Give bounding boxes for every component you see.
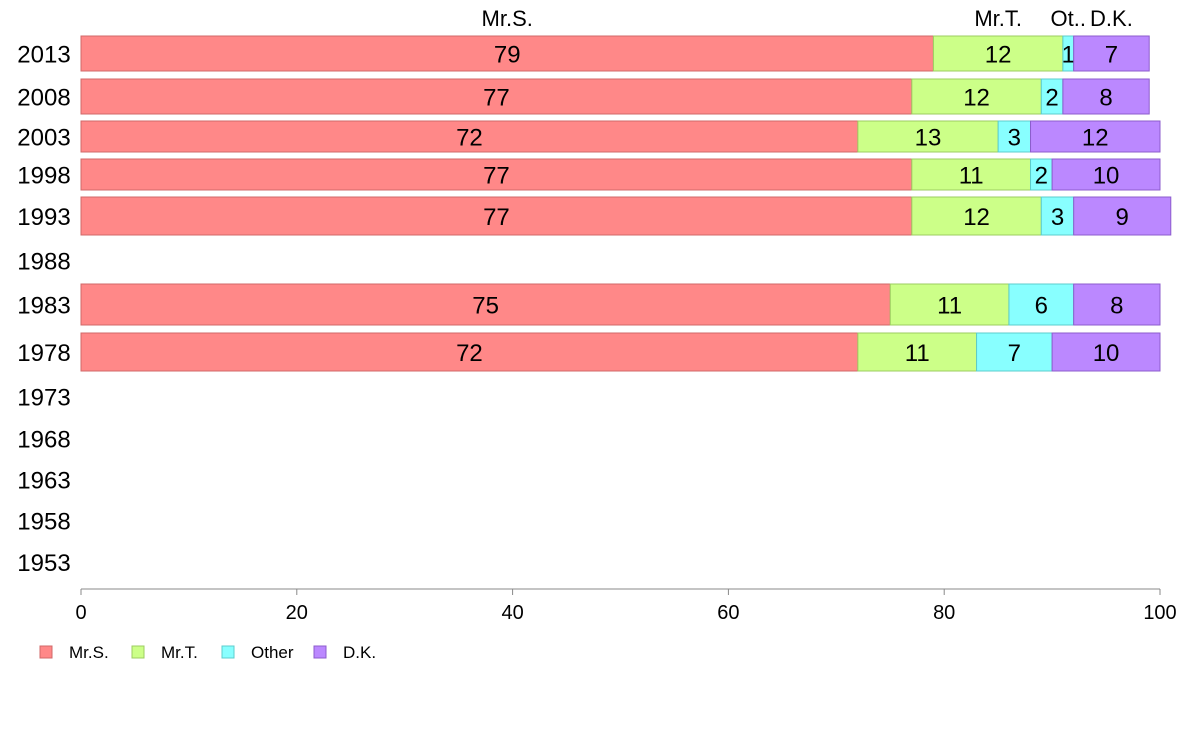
x-tick-label: 80 <box>933 602 955 624</box>
bar-value-label: 3 <box>1051 204 1064 231</box>
year-label: 1988 <box>17 249 70 276</box>
legend-swatch <box>131 645 145 659</box>
bar-value-label: 12 <box>1082 125 1109 152</box>
bar-value-label: 2 <box>1035 163 1048 190</box>
legend-label: Other <box>251 643 294 662</box>
bar-value-label: 72 <box>456 340 483 367</box>
year-label: 2003 <box>17 125 70 152</box>
bar-value-label: 8 <box>1099 85 1112 112</box>
bar-value-label: 72 <box>456 125 483 152</box>
bar-value-label: 77 <box>483 163 510 190</box>
top-segment-labels: Mr.S. Mr.T. Ot.. D.K. <box>482 6 1133 31</box>
bar-segment-mrt <box>911 78 1042 115</box>
year-label: 1983 <box>17 293 70 320</box>
bar-segment-mrs <box>80 196 913 236</box>
bar-value-label: 11 <box>937 293 962 320</box>
legend-label: Mr.S. <box>69 643 109 662</box>
bar-value-label: 12 <box>963 204 990 231</box>
bar-segment-dk <box>1073 35 1150 72</box>
year-label: 1998 <box>17 163 70 190</box>
x-tick-label: 100 <box>1143 602 1176 624</box>
legend-label: D.K. <box>343 643 376 662</box>
bar-segment-mrt <box>911 196 1042 236</box>
bar-segment-other <box>1040 196 1075 236</box>
bar-segment-dk <box>1062 78 1150 115</box>
bar-value-label: 77 <box>483 85 510 112</box>
bar-value-label: 6 <box>1035 293 1048 320</box>
bar-segment-mrs <box>80 283 891 326</box>
x-tick-label: 40 <box>501 602 523 624</box>
bar-segment-mrt <box>932 35 1064 72</box>
bar-value-label: 75 <box>472 293 499 320</box>
bar-segment-mrs <box>80 332 859 372</box>
top-label-3: D.K. <box>1090 6 1133 31</box>
bar-segment-mrt <box>857 332 978 372</box>
bar-segment-dk <box>1073 283 1161 326</box>
top-label-0: Mr.S. <box>482 6 533 31</box>
year-label: 1953 <box>17 550 70 577</box>
year-label: 1993 <box>17 204 70 231</box>
bar-value-label: 10 <box>1093 163 1120 190</box>
x-tick-label: 0 <box>75 602 86 624</box>
bar-segment-dk <box>1073 196 1172 236</box>
top-label-2: Ot.. <box>1051 6 1086 31</box>
legend-swatch <box>221 645 235 659</box>
bar-segment-mrs <box>80 120 859 153</box>
legend: Mr.S. Mr.T. Other D.K. <box>39 643 376 662</box>
year-label: 2008 <box>17 85 70 112</box>
bar-value-label: 13 <box>915 125 942 152</box>
bar-value-label: 1 <box>1062 42 1075 69</box>
bar-value-label: 11 <box>959 163 984 190</box>
bar-segment-mrt <box>889 283 1010 326</box>
x-tick-label: 60 <box>717 602 739 624</box>
year-label: 1958 <box>17 509 70 536</box>
legend-swatch <box>313 645 327 659</box>
year-label: 1973 <box>17 385 70 412</box>
bar-segment-mrs <box>80 158 913 191</box>
bar-segment-mrt <box>911 158 1032 191</box>
x-tick-label: 20 <box>286 602 308 624</box>
top-label-1: Mr.T. <box>974 6 1022 31</box>
bar-value-label: 8 <box>1110 293 1123 320</box>
bar-value-label: 9 <box>1116 204 1129 231</box>
year-label: 1968 <box>17 427 70 454</box>
year-label: 1963 <box>17 468 70 495</box>
year-label: 1978 <box>17 340 70 367</box>
bar-value-label: 7 <box>1008 340 1021 367</box>
x-axis: 0 20 40 60 80 100 <box>75 588 1177 624</box>
bar-segment-mrs <box>80 35 934 72</box>
bar-value-label: 79 <box>494 42 521 69</box>
year-labels: 2013 2008 2003 1998 1993 1988 1983 1978 1973 1968… <box>17 42 70 578</box>
bar-segment-dk <box>1051 158 1161 191</box>
bar-value-label: 3 <box>1008 125 1021 152</box>
year-label: 2013 <box>17 42 70 69</box>
bar-value-label: 2 <box>1045 85 1058 112</box>
legend-swatch <box>39 645 53 659</box>
legend-label: Mr.T. <box>161 643 198 662</box>
bar-segment-dk <box>1030 120 1161 153</box>
bar-segment-dk <box>1051 332 1161 372</box>
bar-value-label: 12 <box>963 85 990 112</box>
bar-value-label: 11 <box>905 340 930 367</box>
bar-value-label: 10 <box>1093 340 1120 367</box>
bar-value-label: 7 <box>1105 42 1118 69</box>
bar-segment-mrt <box>857 120 999 153</box>
bar-value-label: 12 <box>985 42 1012 69</box>
bar-value-label: 77 <box>483 204 510 231</box>
